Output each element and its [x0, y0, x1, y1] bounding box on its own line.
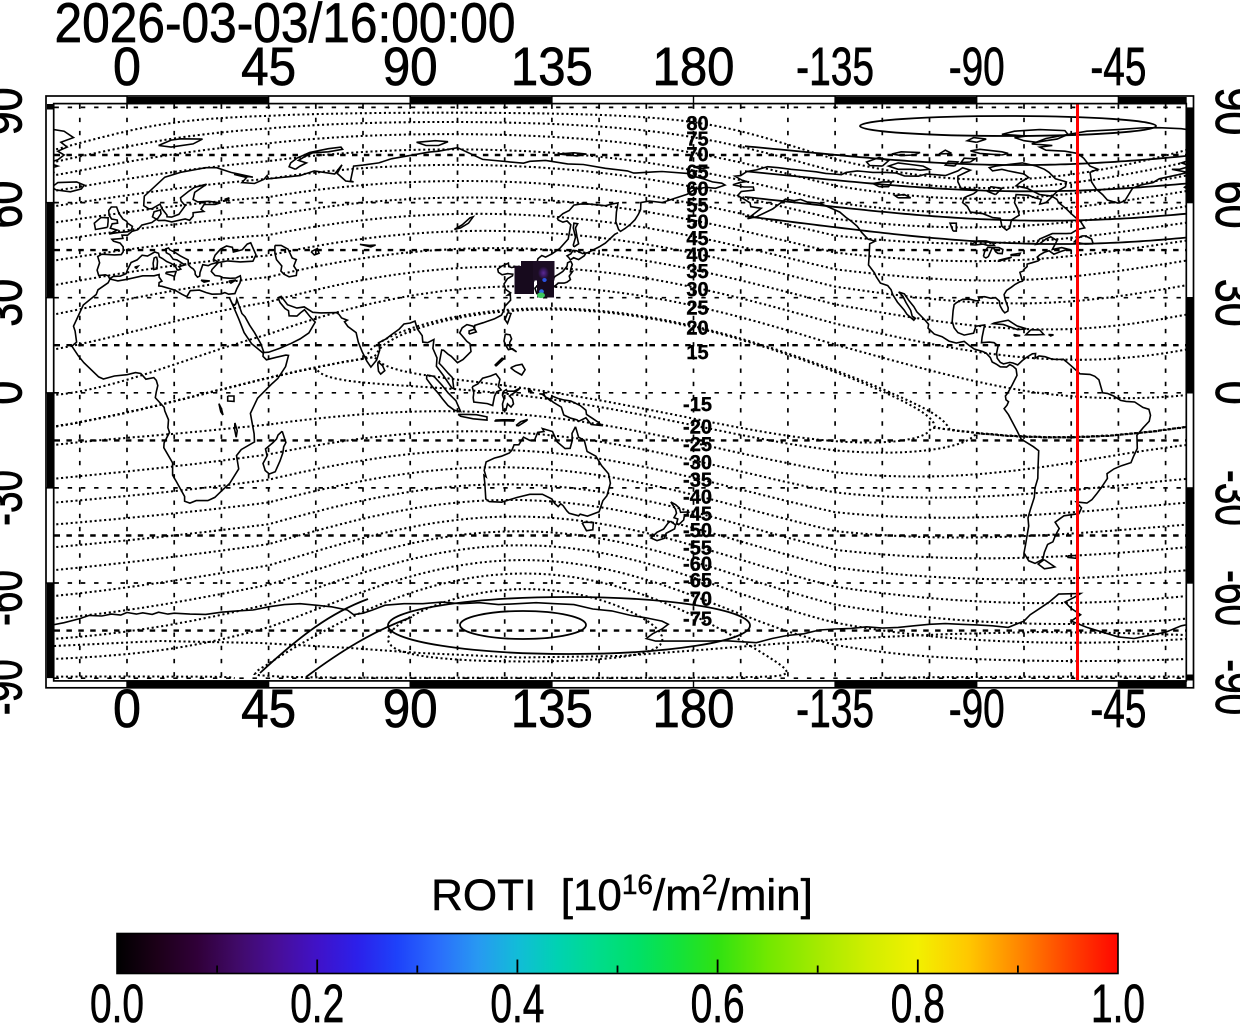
svg-text:-50: -50 — [683, 520, 712, 542]
svg-text:30: 30 — [686, 279, 708, 301]
svg-text:-60: -60 — [0, 570, 34, 626]
svg-text:35: 35 — [686, 261, 708, 283]
svg-text:-60: -60 — [683, 553, 712, 575]
svg-text:-45: -45 — [1090, 679, 1146, 739]
svg-text:2026-03-03/16:00:00: 2026-03-03/16:00:00 — [55, 0, 516, 54]
svg-text:0.4: 0.4 — [490, 974, 544, 1024]
svg-text:135: 135 — [511, 37, 593, 97]
svg-text:1.0: 1.0 — [1091, 974, 1145, 1024]
svg-text:90: 90 — [383, 37, 438, 97]
svg-text:-60: -60 — [1204, 570, 1240, 626]
svg-text:-90: -90 — [0, 659, 34, 715]
svg-text:180: 180 — [653, 37, 735, 97]
svg-text:0.0: 0.0 — [90, 974, 144, 1024]
svg-text:-135: -135 — [796, 37, 874, 97]
svg-text:-90: -90 — [949, 37, 1005, 97]
svg-text:-135: -135 — [796, 679, 874, 739]
svg-text:0.6: 0.6 — [691, 974, 745, 1024]
svg-text:0: 0 — [0, 381, 34, 405]
svg-text:-30: -30 — [683, 452, 712, 474]
svg-text:0.2: 0.2 — [290, 974, 344, 1024]
svg-text:30: 30 — [0, 279, 34, 327]
svg-text:90: 90 — [383, 679, 438, 739]
svg-text:55: 55 — [686, 195, 708, 217]
svg-text:0.8: 0.8 — [891, 974, 945, 1024]
svg-text:60: 60 — [686, 179, 708, 201]
svg-text:-75: -75 — [683, 609, 712, 631]
svg-text:-30: -30 — [0, 470, 34, 526]
svg-text:-55: -55 — [683, 537, 712, 559]
svg-text:60: 60 — [0, 181, 34, 229]
svg-text:45: 45 — [686, 228, 708, 250]
svg-text:65: 65 — [686, 162, 708, 184]
svg-text:-45: -45 — [1090, 37, 1146, 97]
svg-text:-45: -45 — [683, 503, 712, 525]
svg-text:60: 60 — [1204, 181, 1240, 229]
svg-text:-40: -40 — [683, 487, 712, 509]
svg-text:-90: -90 — [949, 679, 1005, 739]
svg-text:25: 25 — [686, 297, 708, 319]
svg-text:90: 90 — [1204, 87, 1240, 135]
svg-text:45: 45 — [241, 37, 296, 97]
svg-text:0: 0 — [1204, 381, 1240, 405]
svg-text:135: 135 — [511, 679, 593, 739]
svg-text:70: 70 — [686, 144, 708, 166]
svg-text:15: 15 — [686, 342, 708, 364]
svg-text:-70: -70 — [683, 588, 712, 610]
svg-text:75: 75 — [686, 129, 708, 151]
svg-text:0: 0 — [113, 37, 141, 97]
svg-text:0: 0 — [113, 679, 141, 739]
svg-text:20: 20 — [686, 318, 708, 340]
svg-text:50: 50 — [686, 212, 708, 234]
svg-text:-35: -35 — [683, 469, 712, 491]
svg-text:-20: -20 — [683, 417, 712, 439]
svg-text:ROTI [1016/m2/min]: ROTI [1016/m2/min] — [431, 869, 813, 920]
svg-text:80: 80 — [686, 113, 708, 135]
svg-text:40: 40 — [686, 245, 708, 267]
svg-text:-25: -25 — [683, 434, 712, 456]
svg-text:-65: -65 — [683, 570, 712, 592]
svg-text:-15: -15 — [683, 394, 712, 416]
svg-text:90: 90 — [0, 87, 34, 135]
svg-text:45: 45 — [241, 679, 296, 739]
svg-text:-30: -30 — [1204, 470, 1240, 526]
svg-text:-90: -90 — [1204, 659, 1240, 715]
svg-text:180: 180 — [653, 679, 735, 739]
svg-text:30: 30 — [1204, 279, 1240, 327]
